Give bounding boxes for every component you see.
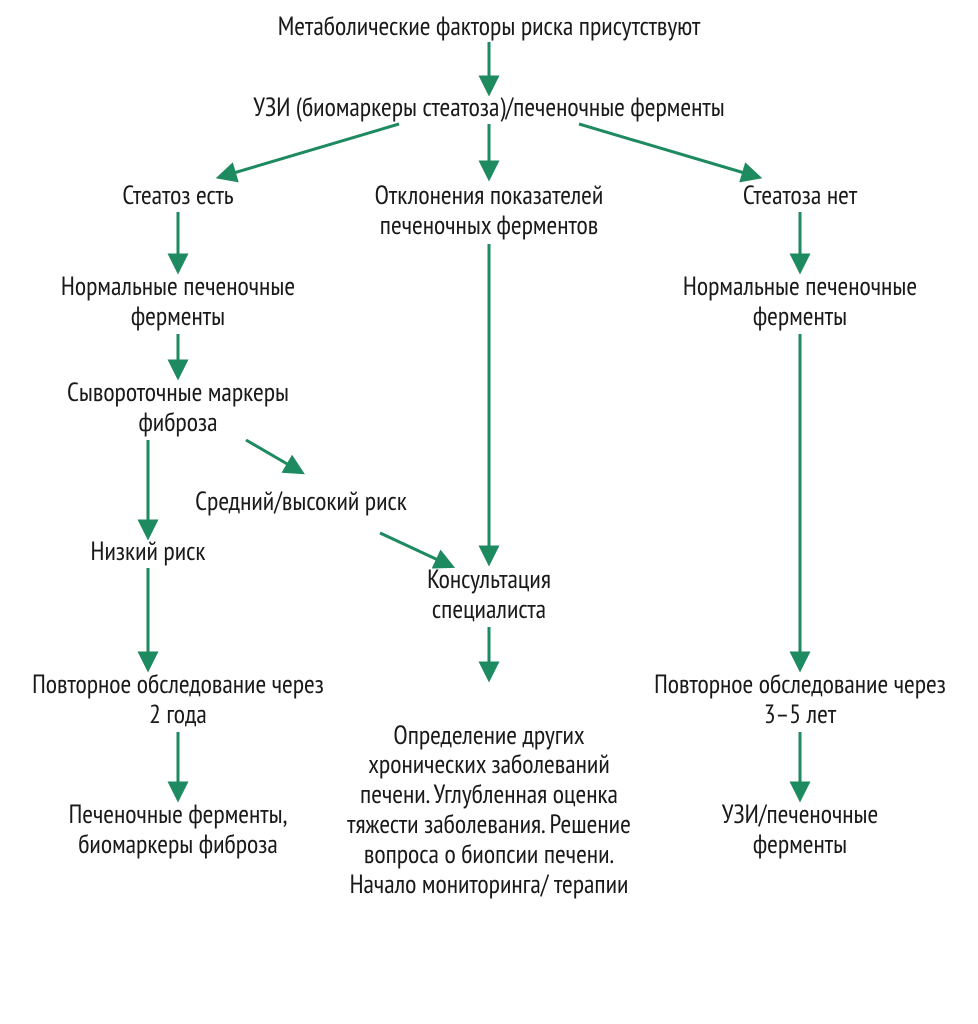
edge-3 [579,124,758,177]
node-med_high_risk: Средний/высокий риск [181,487,421,517]
node-uzi_biomarkers: УЗИ (биомаркеры стеатоза)/печеночные фер… [139,93,839,123]
node-followup_2y: Повторное обследование через 2 года [28,670,328,730]
node-steatosis_yes: Стеатоз есть [68,181,288,211]
node-definition_block: Определение других хронических заболеван… [339,721,639,900]
node-normal_enz_left: Нормальные печеночные ферменты [28,272,328,332]
node-consult: Консультация специалиста [374,565,604,625]
edge-2 [220,124,399,177]
edge-8 [246,440,301,472]
node-uzi_ferments: УЗИ/печеночные ферменты [685,800,915,860]
node-low_risk: Низкий риск [58,537,238,567]
flowchart-canvas: Метаболические факторы риска присутствую… [0,0,978,1024]
node-serum_markers: Сывороточные маркеры фиброза [48,378,308,438]
node-steatosis_no: Стеатоза нет [690,181,910,211]
node-followup_3_5y: Повторное обследование через 3–5 лет [650,670,950,730]
node-ferments_fibrosis: Печеночные ферменты, биомаркеры фиброза [28,800,328,860]
edge-9 [380,533,451,566]
node-risk_factors: Метаболические факторы риска присутствую… [179,12,799,42]
node-abnormal_enzymes: Отклонения показателей печеночных фермен… [339,181,639,241]
node-normal_enz_right: Нормальные печеночные ферменты [650,272,950,332]
